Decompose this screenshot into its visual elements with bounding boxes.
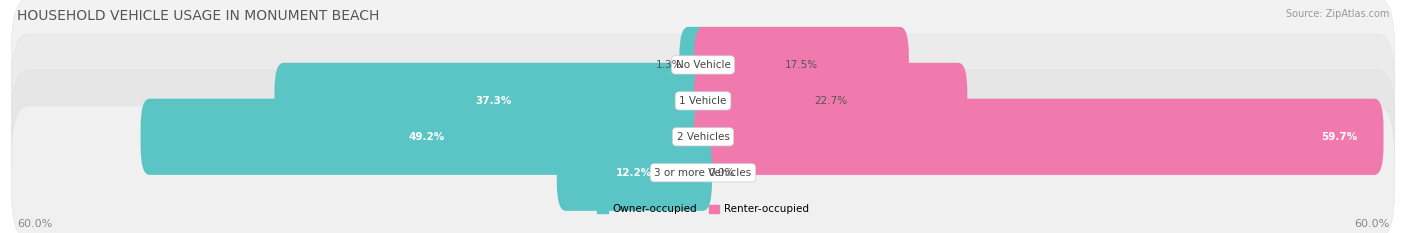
- FancyBboxPatch shape: [557, 135, 711, 211]
- Text: HOUSEHOLD VEHICLE USAGE IN MONUMENT BEACH: HOUSEHOLD VEHICLE USAGE IN MONUMENT BEAC…: [17, 9, 380, 23]
- FancyBboxPatch shape: [11, 106, 1395, 233]
- Text: 59.7%: 59.7%: [1322, 132, 1358, 142]
- Text: 2 Vehicles: 2 Vehicles: [676, 132, 730, 142]
- Text: 37.3%: 37.3%: [475, 96, 512, 106]
- FancyBboxPatch shape: [274, 63, 711, 139]
- FancyBboxPatch shape: [141, 99, 711, 175]
- Text: 12.2%: 12.2%: [616, 168, 652, 178]
- FancyBboxPatch shape: [695, 27, 908, 103]
- Text: 60.0%: 60.0%: [17, 219, 52, 229]
- Text: 22.7%: 22.7%: [814, 96, 848, 106]
- Text: 1 Vehicle: 1 Vehicle: [679, 96, 727, 106]
- FancyBboxPatch shape: [695, 63, 967, 139]
- Text: Source: ZipAtlas.com: Source: ZipAtlas.com: [1285, 9, 1389, 19]
- Text: 0.0%: 0.0%: [709, 168, 735, 178]
- FancyBboxPatch shape: [679, 27, 711, 103]
- FancyBboxPatch shape: [695, 99, 1384, 175]
- Text: 49.2%: 49.2%: [408, 132, 444, 142]
- Text: 17.5%: 17.5%: [785, 60, 818, 70]
- FancyBboxPatch shape: [11, 70, 1395, 204]
- Text: No Vehicle: No Vehicle: [675, 60, 731, 70]
- Legend: Owner-occupied, Renter-occupied: Owner-occupied, Renter-occupied: [593, 200, 813, 219]
- Text: 60.0%: 60.0%: [1354, 219, 1389, 229]
- Text: 3 or more Vehicles: 3 or more Vehicles: [654, 168, 752, 178]
- Text: 1.3%: 1.3%: [657, 60, 683, 70]
- FancyBboxPatch shape: [11, 34, 1395, 168]
- FancyBboxPatch shape: [11, 0, 1395, 132]
